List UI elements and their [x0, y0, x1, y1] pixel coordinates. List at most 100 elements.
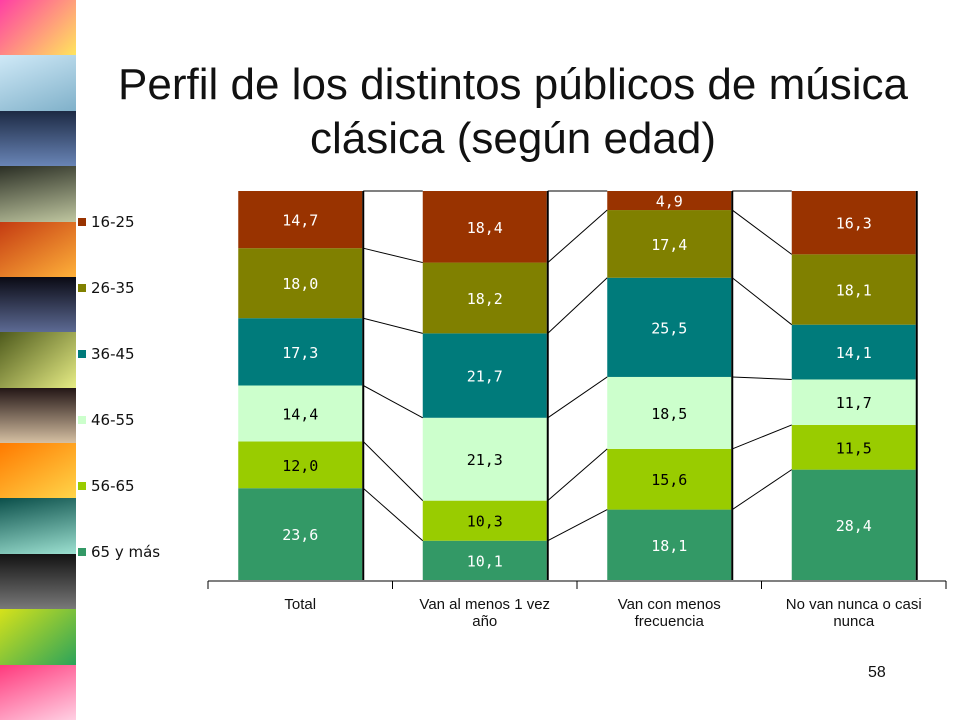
bar-segment	[791, 424, 916, 470]
data-label: 10,1	[467, 552, 503, 570]
legend-label: 56-65	[91, 477, 135, 495]
legend: 16-25 26-35 36-45 46-55 56-65 65 y más	[78, 213, 160, 561]
bar-segment	[422, 262, 547, 334]
bar-segment	[791, 254, 916, 325]
series-connectors	[362, 190, 793, 542]
bar-segment	[607, 448, 732, 510]
x-axis: Total Van al menos 1 vez año Van con menos f…	[207, 580, 947, 630]
legend-swatch	[78, 284, 86, 292]
photo-tile	[0, 664, 76, 720]
bar-segment	[607, 509, 732, 580]
bar-segment	[238, 318, 363, 386]
legend-label: 46-55	[91, 411, 135, 429]
series-line	[362, 441, 424, 501]
bar-segment	[607, 277, 732, 377]
slide-title-line-2: clásica (según edad)	[309, 114, 716, 163]
data-label: 12,0	[282, 457, 318, 475]
series-line	[732, 376, 792, 380]
series-line	[363, 317, 423, 334]
bar-segment	[238, 385, 363, 442]
series-line	[547, 277, 608, 334]
data-label: 14,4	[282, 406, 318, 424]
data-label: 17,3	[282, 344, 318, 362]
bar-segment	[238, 191, 363, 249]
photo-tile	[0, 0, 76, 57]
data-label: 18,2	[467, 290, 503, 308]
legend-swatch	[78, 482, 86, 490]
photo-tile	[0, 609, 76, 666]
legend-label: 36-45	[91, 345, 135, 363]
series-line	[547, 376, 608, 419]
series-line	[363, 247, 423, 264]
series-line	[363, 385, 423, 419]
x-tick-label: No van nunca o casi nunca	[786, 596, 922, 630]
legend-swatch	[78, 416, 86, 424]
photo-tile	[0, 276, 76, 334]
slide-title-line-1: Perfil de los distintos públicos de músi…	[118, 60, 908, 109]
data-label: 25,5	[651, 319, 687, 337]
data-label: 18,4	[467, 219, 503, 237]
legend-swatch	[78, 350, 86, 358]
series-line	[547, 448, 608, 502]
decorative-photo-strip	[0, 0, 76, 720]
series-line	[731, 469, 793, 511]
data-label: 4,9	[656, 193, 683, 211]
data-label: 18,5	[651, 405, 687, 423]
bar-segment	[422, 540, 547, 580]
bar-segment	[238, 488, 363, 580]
data-label: 17,4	[651, 236, 687, 254]
x-tick-label: Van con menos frecuencia	[618, 596, 721, 630]
photo-tile	[0, 166, 76, 223]
bar-segment	[607, 191, 732, 211]
data-label: 28,4	[836, 517, 872, 535]
photo-tile	[0, 55, 76, 112]
photo-tile	[0, 498, 76, 555]
data-label: 11,7	[836, 394, 872, 412]
data-label: 14,1	[836, 344, 872, 362]
bar-segment	[607, 376, 732, 449]
series-line	[732, 424, 792, 450]
data-label: 10,3	[467, 513, 503, 531]
legend-swatch	[78, 548, 86, 556]
photo-tile	[0, 443, 76, 500]
photo-tile	[0, 387, 76, 445]
data-label: 16,3	[836, 215, 872, 233]
data-label: 21,3	[467, 451, 503, 469]
legend-label: 16-25	[91, 213, 135, 231]
photo-tile	[0, 332, 76, 389]
bar-segment	[422, 333, 547, 418]
data-label: 23,6	[282, 526, 318, 544]
data-label: 18,0	[282, 275, 318, 293]
bar-segment	[422, 500, 547, 541]
bar-segment	[607, 210, 732, 278]
data-label: 14,7	[282, 212, 318, 230]
bar-segment	[422, 191, 547, 263]
legend-label: 65 y más	[91, 543, 160, 561]
photo-tile	[0, 221, 76, 278]
data-label: 18,1	[651, 537, 687, 555]
bar-segment	[422, 417, 547, 501]
series-line	[731, 209, 793, 255]
series-line	[547, 209, 608, 263]
x-tick-label: Van al menos 1 vez año	[419, 596, 550, 630]
legend-swatch	[78, 218, 86, 226]
bar-segment	[791, 324, 916, 380]
series-line	[731, 277, 793, 326]
series-line	[362, 487, 424, 542]
data-label: 11,5	[836, 439, 872, 457]
data-labels: 23,6 10,1 18,1 28,4 12,0 10,3 15,6 11,5 14,4 21,3…	[282, 193, 872, 571]
page-number: 58	[868, 664, 886, 681]
data-label: 21,7	[467, 368, 503, 386]
bar-segment	[791, 469, 916, 580]
series-line	[547, 509, 608, 542]
legend-label: 26-35	[91, 279, 135, 297]
x-tick-label: Total	[284, 596, 316, 613]
photo-tile	[0, 553, 76, 611]
data-label: 15,6	[651, 471, 687, 489]
slide-title: Perfil de los distintos públicos de músi…	[80, 58, 946, 166]
photo-tile	[0, 110, 76, 168]
bar-segment	[238, 248, 363, 319]
bar-segment	[791, 379, 916, 425]
bars-layer	[238, 191, 918, 580]
